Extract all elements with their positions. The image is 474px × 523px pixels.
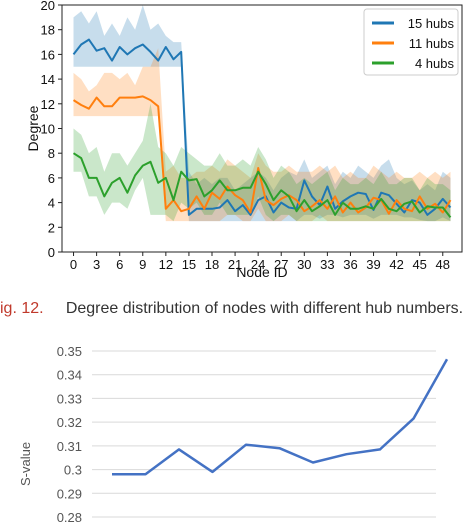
x-tick-label: 42 — [389, 257, 403, 272]
y-tick-label: 0.31 — [57, 439, 82, 454]
y-tick-label: 0.33 — [57, 391, 82, 406]
s-value-chart: 0.28 0.29 0.3 0.31 0.32 0.33 0.34 0.35 S-value — [18, 344, 449, 523]
legend: 15 hubs 11 hubs 4 hubs — [363, 8, 459, 76]
y-tick-label: 6 — [48, 171, 55, 186]
x-tick-label: 18 — [205, 257, 219, 272]
y-tick-label: 0.28 — [57, 510, 82, 523]
y-tick-label: 14 — [41, 72, 55, 87]
x-tick-label: 33 — [320, 257, 334, 272]
x-tick-label: 3 — [93, 257, 100, 272]
figure-caption-text: Degree distribution of nodes with differ… — [65, 300, 464, 317]
y-tick-label: 16 — [41, 47, 55, 62]
y-tick-label: 0.35 — [57, 344, 82, 359]
series-line-15-hubs — [72, 38, 452, 216]
confidence-band-4-hubs — [73, 103, 451, 222]
series-line-4-hubs — [72, 152, 452, 219]
y-tick-label: 18 — [41, 23, 55, 38]
y-tick-label: 0.34 — [57, 368, 82, 383]
figure-caption: ig. 12. Degree distribution of nodes wit… — [0, 300, 474, 318]
legend-label-11-hubs: 11 hubs — [409, 36, 455, 51]
legend-box — [363, 8, 459, 76]
x-tick-label: 39 — [366, 257, 380, 272]
x-tick-label: 0 — [70, 257, 77, 272]
series-line-s-value — [112, 358, 449, 476]
y-axis-label: S-value — [18, 442, 33, 486]
legend-label-15-hubs: 15 hubs — [408, 16, 455, 31]
x-tick-label: 36 — [343, 257, 357, 272]
x-tick-label: 24 — [251, 257, 265, 272]
x-tick-label: 27 — [274, 257, 288, 272]
y-tick-label: 0.32 — [57, 415, 82, 430]
y-tick-label: 0.3 — [64, 463, 82, 478]
y-tick-label: 8 — [48, 146, 55, 161]
x-tick-label: 45 — [412, 257, 426, 272]
legend-label-4-hubs: 4 hubs — [415, 56, 455, 71]
y-tick-label: 0.29 — [57, 486, 82, 501]
x-tick-label: 21 — [228, 257, 242, 272]
y-tick-label: 10 — [41, 122, 55, 137]
confidence-band-11-hubs — [73, 48, 451, 222]
figure-label: ig. 12. — [0, 300, 44, 317]
x-tick-label: 6 — [116, 257, 123, 272]
x-tick-label: 9 — [139, 257, 146, 272]
y-tick-label: 12 — [41, 97, 55, 112]
y-tick-label: 2 — [48, 220, 55, 235]
x-tick-label: 15 — [182, 257, 196, 272]
y-tick-label: 20 — [41, 0, 55, 13]
x-tick-label: 30 — [297, 257, 311, 272]
series-line-11-hubs — [72, 95, 452, 215]
y-tick-label: 4 — [48, 196, 55, 211]
confidence-band-15-hubs — [73, 5, 451, 222]
y-tick-label: 0 — [48, 245, 55, 260]
x-tick-label: 48 — [436, 257, 450, 272]
y-axis-label: Degree — [25, 105, 41, 151]
x-axis-label: Node ID — [236, 264, 287, 280]
x-tick-label: 12 — [159, 257, 173, 272]
